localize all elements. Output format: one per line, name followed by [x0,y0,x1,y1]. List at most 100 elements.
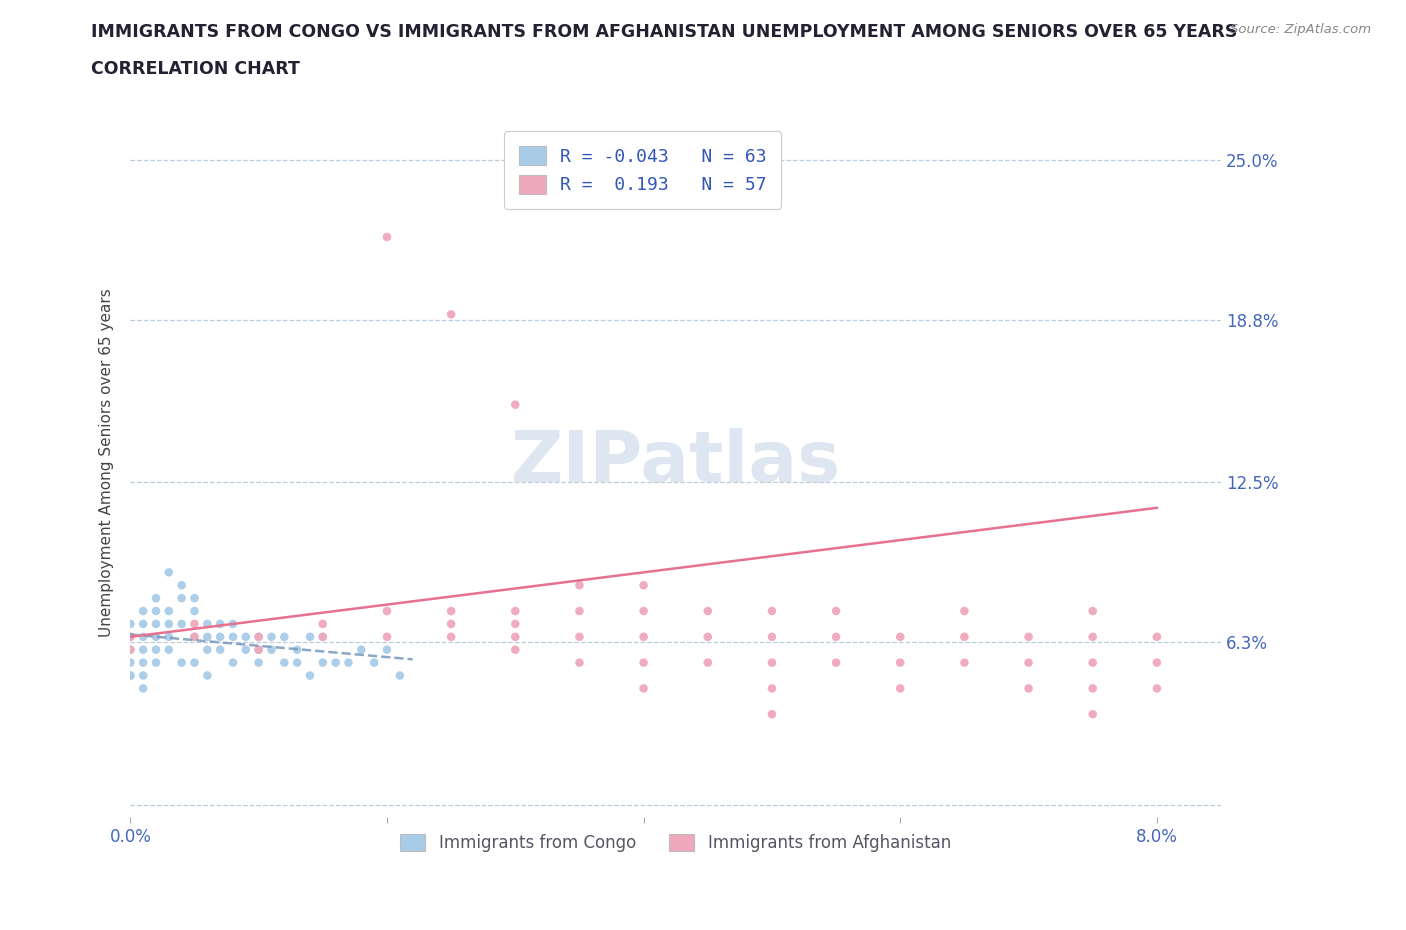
Point [247,643,270,658]
Point [183,617,205,631]
Point [195,617,218,631]
Point [375,643,398,658]
Point [568,630,591,644]
Point [247,630,270,644]
Point [145,604,167,618]
Point [120,656,142,671]
Point [145,656,167,671]
Point [120,668,142,683]
Point [761,630,783,644]
Point [388,668,411,683]
Point [440,604,463,618]
Point [568,604,591,618]
Point [568,578,591,592]
Text: CORRELATION CHART: CORRELATION CHART [91,60,301,78]
Point [285,643,308,658]
Point [889,630,911,644]
Point [132,617,155,631]
Y-axis label: Unemployment Among Seniors over 65 years: Unemployment Among Seniors over 65 years [100,288,114,637]
Point [120,643,142,658]
Point [503,397,526,412]
Point [325,656,347,671]
Point [1018,656,1040,671]
Point [145,630,167,644]
Point [1018,681,1040,696]
Point [696,604,718,618]
Point [209,643,232,658]
Point [350,643,373,658]
Point [312,617,335,631]
Point [375,230,398,245]
Point [337,656,360,671]
Point [183,656,205,671]
Point [633,604,655,618]
Point [120,643,142,658]
Point [132,668,155,683]
Point [209,630,232,644]
Point [170,591,193,605]
Point [170,656,193,671]
Point [1081,630,1104,644]
Point [375,630,398,644]
Point [157,617,180,631]
Point [1146,681,1168,696]
Point [761,681,783,696]
Point [889,681,911,696]
Point [195,668,218,683]
Point [889,656,911,671]
Point [183,604,205,618]
Point [1081,604,1104,618]
Point [568,656,591,671]
Point [120,668,142,683]
Legend: Immigrants from Congo, Immigrants from Afghanistan: Immigrants from Congo, Immigrants from A… [394,827,957,858]
Point [503,630,526,644]
Point [132,656,155,671]
Point [825,630,848,644]
Point [195,630,218,644]
Point [1081,681,1104,696]
Point [222,630,245,644]
Point [132,604,155,618]
Point [273,630,295,644]
Point [298,668,321,683]
Point [183,630,205,644]
Point [1081,656,1104,671]
Point [195,643,218,658]
Point [285,656,308,671]
Point [145,643,167,658]
Point [633,630,655,644]
Point [273,656,295,671]
Point [222,656,245,671]
Point [696,656,718,671]
Point [235,643,257,658]
Point [633,656,655,671]
Point [761,604,783,618]
Point [503,604,526,618]
Point [157,643,180,658]
Point [222,617,245,631]
Point [696,630,718,644]
Point [120,617,142,631]
Text: Source: ZipAtlas.com: Source: ZipAtlas.com [1230,23,1371,36]
Point [1146,656,1168,671]
Point [145,617,167,631]
Point [1018,630,1040,644]
Point [761,707,783,722]
Point [953,630,976,644]
Point [375,604,398,618]
Point [120,630,142,644]
Point [157,630,180,644]
Point [157,604,180,618]
Point [363,656,385,671]
Point [633,578,655,592]
Point [157,565,180,579]
Point [260,643,283,658]
Point [247,656,270,671]
Point [312,630,335,644]
Point [170,617,193,631]
Text: ZIPatlas: ZIPatlas [510,428,841,498]
Point [312,630,335,644]
Point [761,656,783,671]
Point [825,604,848,618]
Point [145,591,167,605]
